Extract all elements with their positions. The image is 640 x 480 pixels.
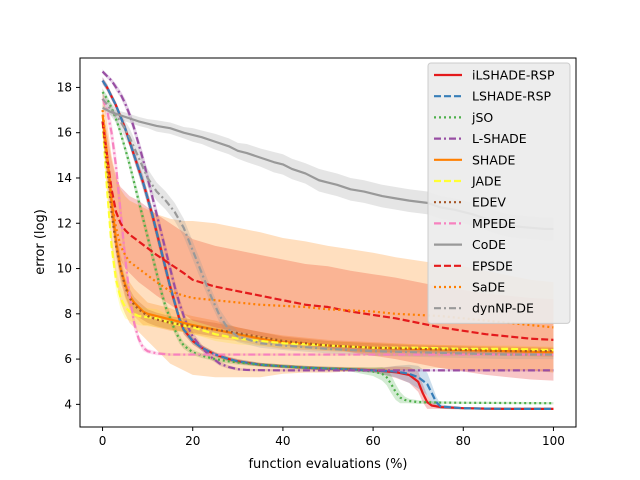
y-tick-label: 8 (64, 307, 72, 321)
series-line-dynnp-de (101, 98, 554, 356)
legend-label: SaDE (472, 280, 505, 295)
legend-label: LSHADE-RSP (472, 89, 552, 104)
y-tick-label: 16 (57, 126, 72, 140)
series-line-jso (101, 91, 554, 405)
legend: iLSHADE-RSP LSHADE-RSP jSO L-SHADE SHADE JADE… (427, 62, 571, 324)
y-tick-label: 12 (57, 216, 72, 230)
legend-label: EPSDE (472, 258, 513, 273)
x-tick-label: 0 (99, 434, 107, 448)
legend-label: dynNP-DE (472, 301, 534, 316)
y-tick-label: 6 (64, 352, 72, 366)
legend-label: SHADE (472, 152, 516, 167)
legend-box (427, 62, 571, 324)
series-line-mpede (101, 98, 554, 356)
legend-label: jSO (471, 110, 493, 125)
y-tick-label: 4 (64, 397, 72, 411)
legend-label: MPEDE (472, 216, 516, 231)
x-tick-label: 40 (275, 434, 290, 448)
series-line-l-shade (101, 70, 554, 372)
x-axis: 0 20 40 60 80 100 (99, 427, 565, 448)
y-tick-label: 18 (57, 80, 72, 94)
x-tick-label: 100 (542, 434, 565, 448)
y-axis: 4 6 8 10 12 14 16 18 (57, 80, 80, 411)
y-tick-label: 10 (57, 262, 72, 276)
legend-label: JADE (471, 174, 502, 189)
x-tick-label: 80 (456, 434, 471, 448)
legend-label: CoDE (472, 237, 506, 252)
series-line-edev (101, 121, 554, 353)
plot-frame (79, 57, 577, 428)
legend-label: iLSHADE-RSP (472, 68, 555, 83)
legend-label: EDEV (472, 195, 506, 210)
series-line-epsde (101, 121, 554, 341)
legend-label: L-SHADE (472, 131, 527, 146)
y-axis-label: error (log) (33, 209, 48, 275)
x-axis-label: function evaluations (%) (248, 457, 407, 472)
x-tick-label: 20 (185, 434, 200, 448)
x-tick-label: 60 (365, 434, 380, 448)
y-tick-label: 14 (57, 171, 72, 185)
